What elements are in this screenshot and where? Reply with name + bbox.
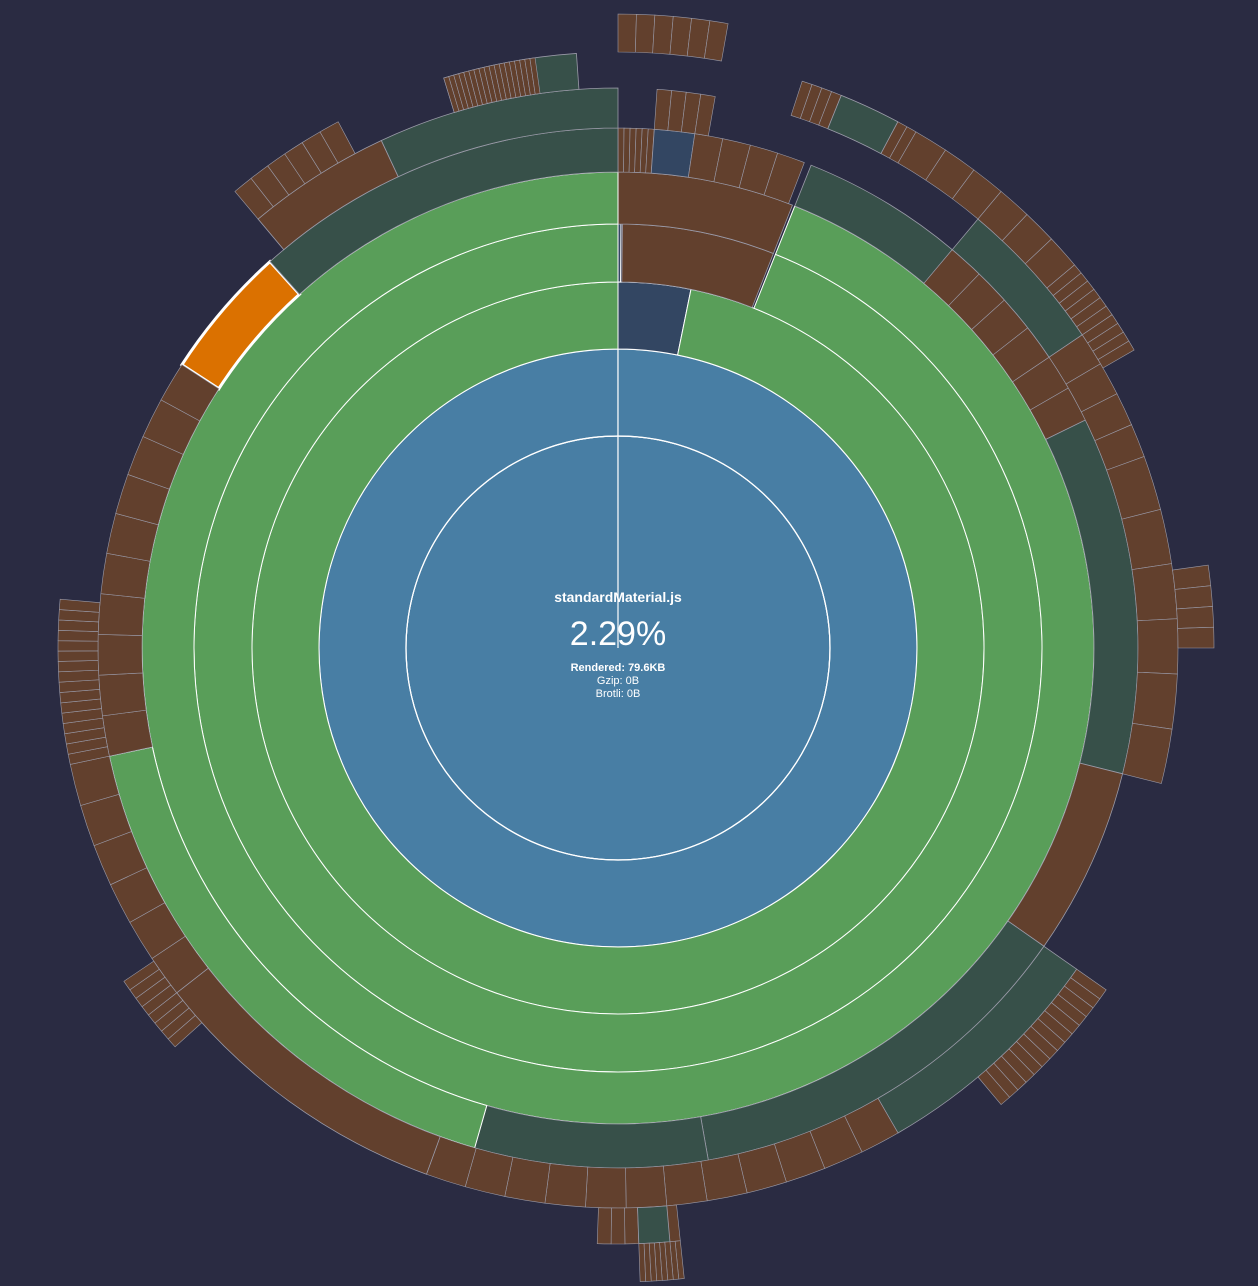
r6-nm-a[interactable] [827,94,899,155]
r6-files-i-18[interactable] [529,57,541,95]
sunburst-rings [57,13,1215,1282]
r4-nm-a[interactable] [650,128,696,178]
r5-files-c-6[interactable] [1122,723,1173,784]
r5-files-c-5[interactable] [1132,671,1178,730]
r6-files-g-8[interactable] [123,960,160,991]
r4-files-b-4[interactable] [763,152,805,205]
r5-files-f-16[interactable] [59,598,101,613]
r4-files-e-2[interactable] [98,672,147,717]
r4-files-a-1[interactable] [617,127,625,173]
r5-files-c-3[interactable] [1131,563,1178,622]
r6-files-e-14[interactable] [977,1069,1010,1105]
r7-files-a-2[interactable] [635,13,656,54]
r4-files-e-10[interactable] [160,364,220,422]
r5-files-f-13[interactable] [57,629,99,642]
r6-files-f-6[interactable] [596,1207,612,1245]
r5-files-d-6[interactable] [662,1161,708,1207]
r6-files-d-3[interactable] [1176,606,1214,629]
r7-files-b-8[interactable] [638,1243,646,1282]
r5-files-f-10[interactable] [57,660,99,673]
r4-files-e-4[interactable] [97,593,145,636]
r7-files-a-6[interactable] [704,20,729,62]
r6-files-c-10[interactable] [1097,340,1135,369]
r6-files-d-2[interactable] [1174,585,1213,610]
r4-files-e-3[interactable] [97,634,143,676]
root-inner-ring [405,435,831,861]
r5-files-d-8[interactable] [585,1166,627,1209]
r5-files-d-7[interactable] [625,1165,668,1209]
r5-files-c-4[interactable] [1136,618,1179,675]
r6-files-f-4[interactable] [624,1207,640,1245]
r6-files-d-1[interactable] [1172,564,1212,590]
r5-files-a-4[interactable] [694,93,716,137]
r5-files-f-9[interactable] [58,669,100,683]
r6-files-f-5[interactable] [610,1207,626,1245]
r5-files-d-9[interactable] [544,1163,589,1208]
r6-files-d-4[interactable] [1177,626,1215,649]
root-disc[interactable] [405,435,831,861]
r5-files-f-11[interactable] [57,650,99,662]
r6-files-h-6[interactable] [319,121,356,164]
r7-files-a-1[interactable] [617,13,637,53]
r6-nm-b[interactable] [637,1205,671,1245]
r5-files-f-12[interactable] [57,640,99,652]
